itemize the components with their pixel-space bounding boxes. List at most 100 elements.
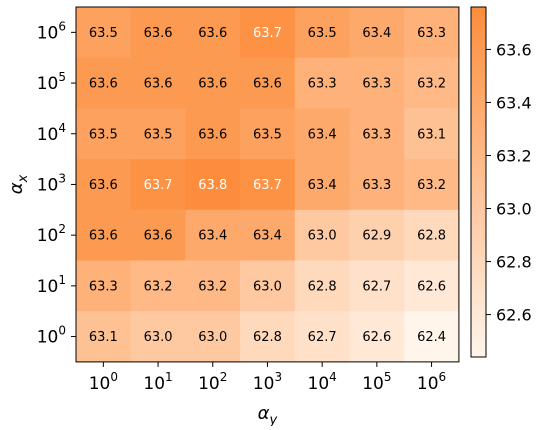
heatmap-cell [349, 108, 405, 160]
heatmap-cell [349, 7, 405, 59]
heatmap-cell [130, 260, 186, 312]
heatmap-cell [130, 57, 186, 109]
heatmap-cell [130, 159, 186, 211]
tick-label: 101 [37, 273, 66, 297]
cell-value-label: 63.2 [198, 279, 227, 294]
cell-value-label: 62.6 [362, 330, 391, 345]
colorbar-tick-label: 63.6 [496, 40, 532, 59]
cell-value-label: 63.3 [417, 26, 446, 41]
cell-value-label: 63.4 [308, 178, 337, 193]
heatmap-cell [130, 311, 186, 363]
heatmap-cell [404, 57, 460, 109]
cell-value-label: 62.8 [253, 330, 282, 345]
heatmap-cell [349, 260, 405, 312]
cell-value-label: 63.5 [89, 127, 118, 142]
tick-label: 106 [37, 19, 66, 43]
heatmap-cell [349, 57, 405, 109]
cell-value-label: 63.6 [198, 26, 227, 41]
cell-value-label: 63.6 [89, 229, 118, 244]
x-axis: 100 101 102 103 104 105 106 [89, 361, 446, 394]
cell-value-label: 63.6 [144, 26, 173, 41]
cell-value-label: 63.1 [417, 127, 446, 142]
heatmap-cell [76, 108, 132, 160]
cell-value-label: 63.7 [253, 26, 282, 41]
heatmap-cell [76, 311, 132, 363]
heatmap-cell [240, 108, 296, 160]
heatmap-cell [294, 209, 350, 261]
colorbar-tick-label: 63.4 [496, 93, 532, 112]
cell-value-label: 63.5 [144, 127, 173, 142]
cell-value-label: 62.8 [417, 229, 446, 244]
cell-value-label: 63.6 [253, 77, 282, 92]
cell-value-label: 62.9 [362, 229, 391, 244]
heatmap-cell [294, 260, 350, 312]
cell-value-label: 63.0 [144, 330, 173, 345]
heatmap-cell [240, 159, 296, 211]
x-axis-title: αy [258, 403, 278, 426]
heatmap-cell [185, 209, 241, 261]
cell-value-label: 62.4 [417, 330, 446, 345]
heatmap-cell [349, 159, 405, 211]
tick-label: 106 [417, 370, 446, 394]
colorbar-tick-label: 62.6 [496, 306, 532, 325]
tick-label: 100 [37, 324, 66, 348]
cell-value-label: 63.5 [308, 26, 337, 41]
heatmap-cell [240, 209, 296, 261]
cell-value-label: 62.6 [417, 279, 446, 294]
heatmap-cell [185, 7, 241, 59]
heatmap-cell [240, 260, 296, 312]
heatmap-cell [404, 311, 460, 363]
heatmap-cell [76, 159, 132, 211]
heatmap-cell [404, 159, 460, 211]
cell-value-label: 63.6 [89, 178, 118, 193]
cell-value-label: 63.2 [144, 279, 173, 294]
cell-value-label: 63.3 [362, 77, 391, 92]
cell-value-label: 63.0 [198, 330, 227, 345]
heatmap-cell [130, 7, 186, 59]
cell-value-label: 63.6 [198, 77, 227, 92]
heatmap-cell [294, 311, 350, 363]
colorbar-tick-label: 62.8 [496, 253, 532, 272]
cell-value-label: 63.6 [144, 229, 173, 244]
heatmap-cell [349, 311, 405, 363]
heatmap-cell [185, 311, 241, 363]
y-axis: 106 105 104 103 102 101 100 [37, 19, 76, 348]
cell-value-label: 63.5 [253, 127, 282, 142]
heatmap-cell [404, 7, 460, 59]
cell-value-label: 62.7 [362, 279, 391, 294]
tick-label: 102 [37, 222, 66, 246]
cell-value-label: 63.3 [89, 279, 118, 294]
heatmap-cell [185, 159, 241, 211]
colorbar-tick-label: 63.0 [496, 200, 532, 219]
heatmap-cell [76, 7, 132, 59]
tick-label: 103 [253, 370, 282, 394]
cell-value-label: 63.0 [253, 279, 282, 294]
heatmap-cell [294, 108, 350, 160]
cell-value-label: 63.4 [253, 229, 282, 244]
cell-value-label: 63.3 [308, 77, 337, 92]
tick-label: 102 [198, 370, 227, 394]
cell-value-label: 63.4 [198, 229, 227, 244]
heatmap-cell [130, 209, 186, 261]
cell-value-label: 63.7 [144, 178, 173, 193]
tick-label: 104 [37, 121, 66, 145]
cell-value-label: 62.7 [308, 330, 337, 345]
cell-value-label: 63.2 [417, 77, 446, 92]
colorbar: 62.6 62.8 63.0 63.2 63.4 63.6 [470, 6, 532, 358]
heatmap-cell [185, 260, 241, 312]
heatmap-cell [76, 260, 132, 312]
axis-titles: αy αx [6, 174, 278, 428]
tick-label: 105 [37, 70, 66, 94]
cell-value-label: 63.0 [308, 229, 337, 244]
cell-value-label: 63.8 [198, 178, 227, 193]
heatmap-cell [185, 57, 241, 109]
tick-label: 103 [37, 171, 66, 195]
cell-value-label: 63.1 [89, 330, 118, 345]
tick-label: 101 [143, 370, 172, 394]
heatmap-cell [76, 209, 132, 261]
cell-value-label: 63.4 [308, 127, 337, 142]
heatmap-cell [294, 7, 350, 59]
heatmap-cell [294, 159, 350, 211]
